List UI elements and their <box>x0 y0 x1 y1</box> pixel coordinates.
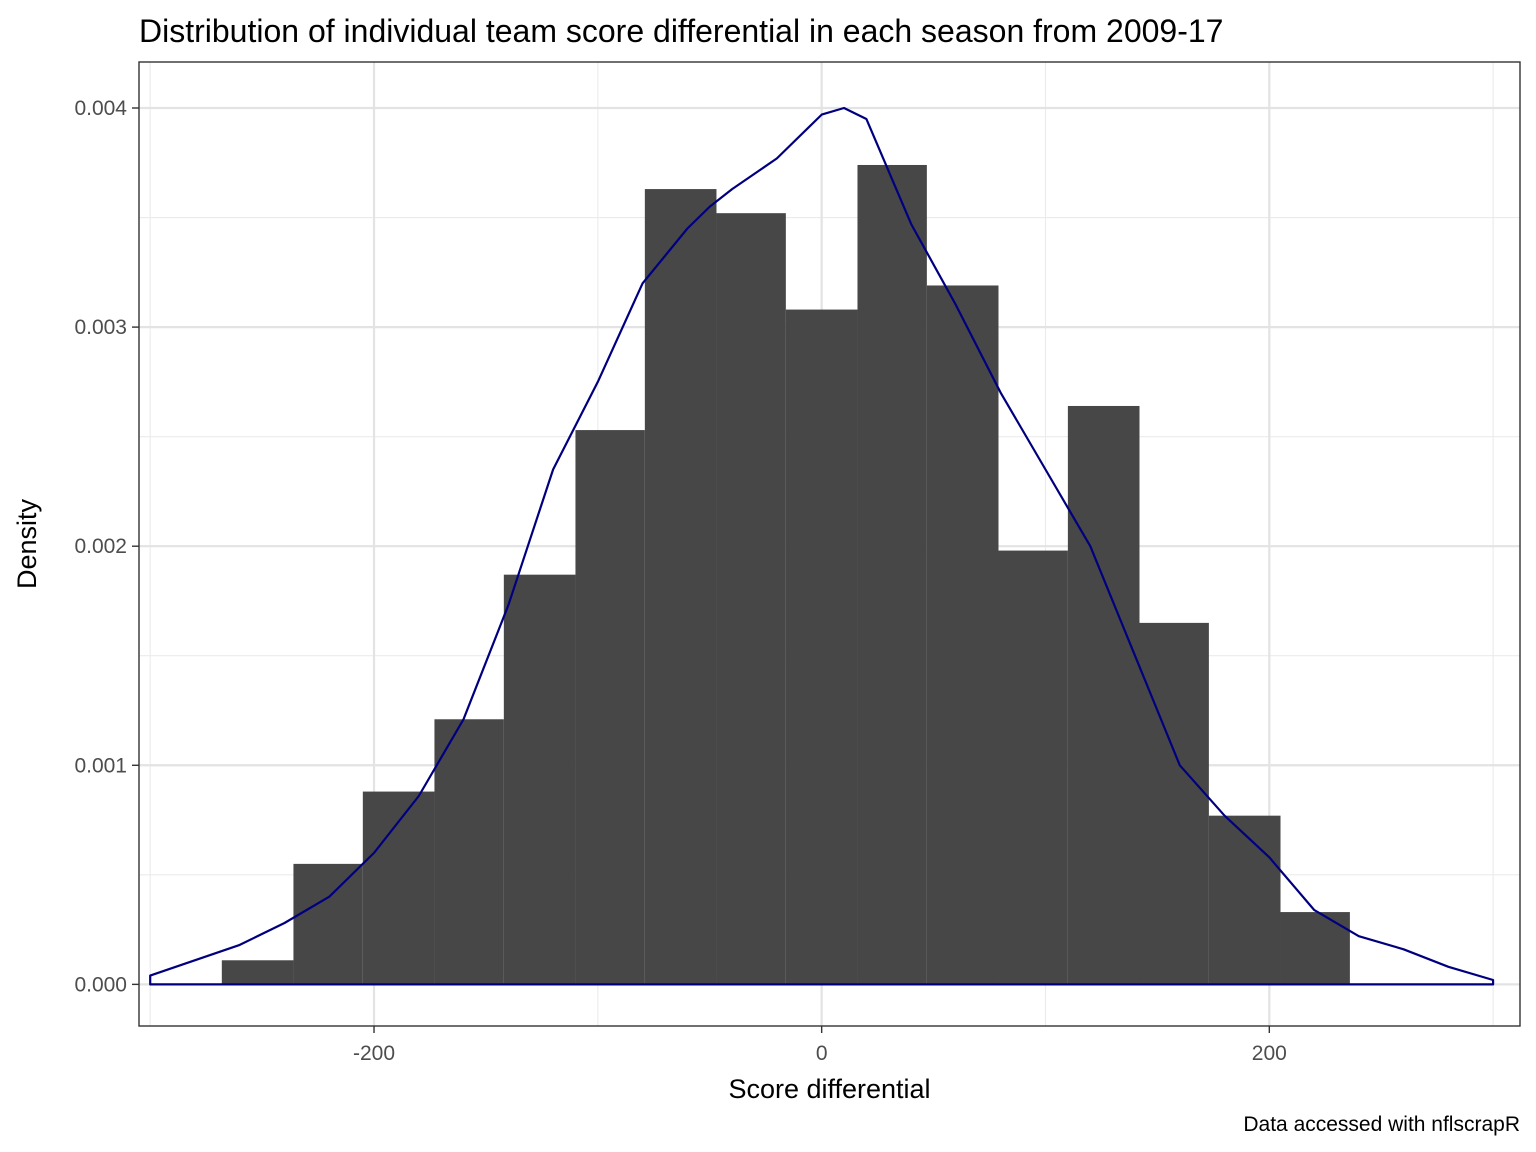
histogram-bar <box>998 550 1068 985</box>
x-axis: -200 0 200 <box>353 1026 1287 1065</box>
histogram-bar <box>575 430 645 985</box>
x-axis-title: Score differential <box>728 1074 930 1104</box>
histogram-bar <box>1208 815 1281 985</box>
histogram-bar <box>362 791 435 985</box>
histogram-bar <box>785 309 858 985</box>
histogram-bar <box>857 164 927 985</box>
y-tick-label: 0.001 <box>74 754 127 777</box>
histogram-bar <box>434 719 504 985</box>
density-layer <box>149 106 1495 986</box>
x-tick-label: -200 <box>353 1042 395 1065</box>
y-tick-label: 0.004 <box>74 97 127 120</box>
panel-border <box>138 61 1521 1027</box>
chart-caption: Data accessed with nflscrapR <box>1243 1113 1520 1136</box>
y-tick-label: 0.000 <box>74 973 127 996</box>
histogram-bar <box>221 960 294 985</box>
histogram-bar <box>1139 622 1209 985</box>
histogram-bar <box>1067 405 1140 985</box>
density-curve <box>149 106 1495 986</box>
histogram-bar <box>926 285 999 985</box>
x-tick-label: 0 <box>816 1042 828 1065</box>
histogram-bar <box>716 213 786 985</box>
histogram-bar <box>644 189 717 985</box>
y-axis-title: Density <box>12 498 42 589</box>
histogram-bars <box>221 164 1350 985</box>
x-tick-label: 200 <box>1252 1042 1287 1065</box>
y-tick-label: 0.002 <box>74 535 127 558</box>
y-tick-label: 0.003 <box>74 316 127 339</box>
chart-title: Distribution of individual team score di… <box>139 13 1223 49</box>
histogram-bar <box>503 574 576 985</box>
y-axis: 0.000 0.001 0.002 0.003 0.004 <box>74 97 139 996</box>
histogram-bar <box>293 863 363 985</box>
histogram-bar <box>1280 912 1350 985</box>
